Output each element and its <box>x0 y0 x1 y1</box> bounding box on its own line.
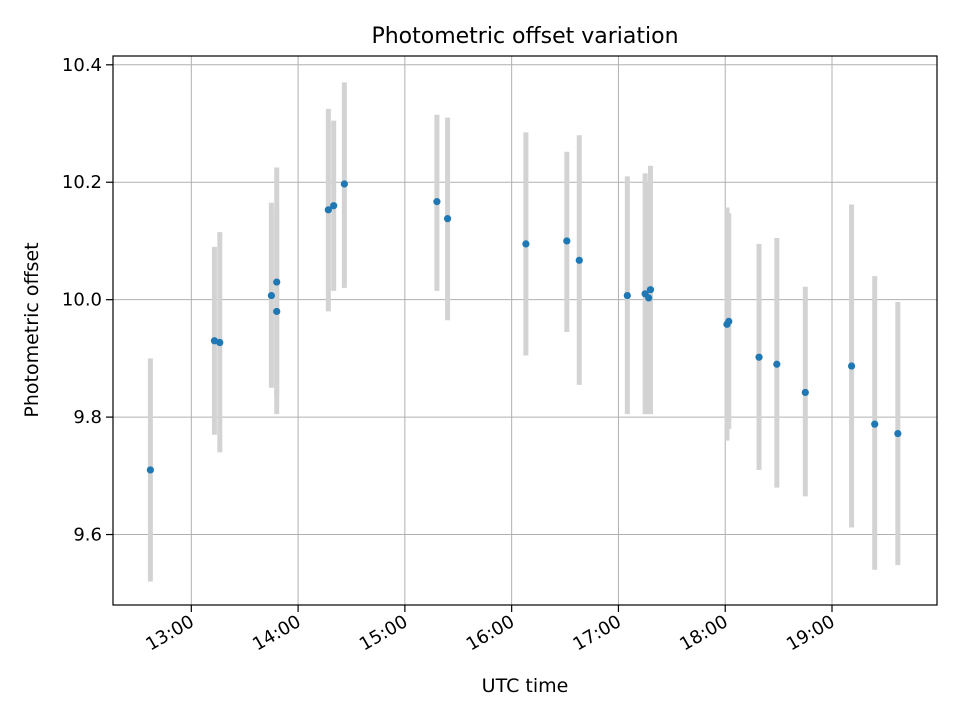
data-point-4 <box>273 307 281 316</box>
data-point-8 <box>340 180 348 188</box>
data-point-7 <box>330 202 338 210</box>
data-point-12 <box>563 237 571 245</box>
y-axis-label: Photometric offset <box>21 242 43 417</box>
data-point-2 <box>216 338 224 347</box>
y-tick-label-1: 9.8 <box>73 407 102 428</box>
y-tick-label-3: 10.2 <box>62 172 102 193</box>
data-point-20 <box>755 353 763 361</box>
data-point-6 <box>324 206 332 214</box>
data-point-3 <box>267 291 275 300</box>
data-point-13 <box>575 256 583 264</box>
chart-title: Photometric offset variation <box>371 24 678 49</box>
x-axis-label: UTC time <box>482 675 569 697</box>
y-tick-label-0: 9.6 <box>73 525 102 546</box>
y-tick-label-4: 10.4 <box>62 55 102 76</box>
data-point-16 <box>645 294 653 302</box>
data-point-14 <box>623 291 631 300</box>
data-point-10 <box>443 215 452 223</box>
data-point-21 <box>773 360 781 368</box>
data-point-0 <box>146 466 154 474</box>
y-axis-ticks: 9.6 9.8 10.0 10.2 10.4 <box>62 55 113 546</box>
y-tick-label-2: 10.0 <box>62 290 102 311</box>
data-points <box>146 180 902 474</box>
data-point-19 <box>725 317 733 325</box>
data-point-17 <box>646 286 655 294</box>
data-point-5 <box>273 278 281 286</box>
plot-frame <box>112 55 938 606</box>
data-point-11 <box>522 240 530 248</box>
data-point-23 <box>847 362 856 370</box>
data-point-25 <box>894 429 902 438</box>
data-point-9 <box>433 198 441 206</box>
data-point-24 <box>871 420 879 428</box>
data-point-22 <box>801 388 809 397</box>
